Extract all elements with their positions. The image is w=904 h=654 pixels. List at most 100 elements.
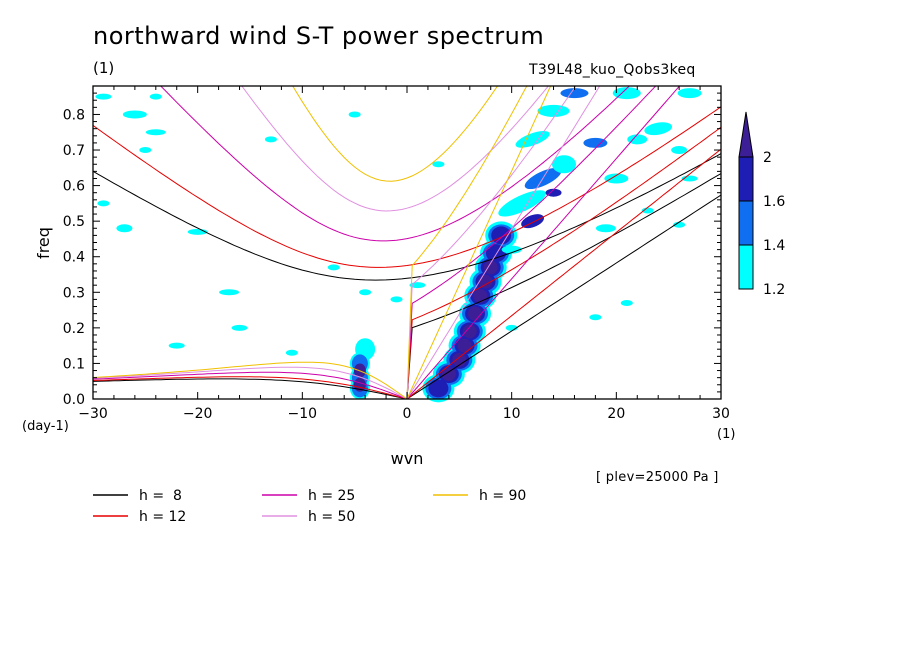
power-contour xyxy=(673,221,686,228)
colorbar-label: 1.6 xyxy=(763,194,785,210)
power-contour xyxy=(627,134,648,145)
colorbar-swatch xyxy=(738,244,754,290)
mrg-curve xyxy=(406,86,528,399)
power-contour xyxy=(441,367,456,382)
power-contour xyxy=(348,111,361,118)
kelvin-curve xyxy=(406,86,681,399)
power-contour xyxy=(139,147,152,154)
x-tick-label: 30 xyxy=(712,406,730,422)
kelvin-curve xyxy=(406,194,721,399)
y-tick-label: 0.1 xyxy=(63,356,85,372)
legend-label: h = 12 xyxy=(139,509,186,525)
power-contour xyxy=(491,226,512,245)
y-axis-label: freq xyxy=(34,227,53,259)
power-contour xyxy=(521,214,545,229)
rossby-curve xyxy=(93,361,408,399)
power-contour xyxy=(95,93,112,100)
colorbar-swatch xyxy=(738,156,754,202)
mrg-curve xyxy=(406,86,577,399)
legend: h = 8 h = 12 h = 25 h = 50 h = 90 xyxy=(93,488,526,525)
kelvin-curve xyxy=(406,148,721,399)
power-contour xyxy=(468,306,483,321)
experiment-label: T39L48_kuo_Qobs3keq xyxy=(529,62,696,78)
inertia-gravity-curve xyxy=(93,106,721,268)
power-contour xyxy=(97,200,110,207)
x-tick-label: 20 xyxy=(607,406,625,422)
power-contour xyxy=(537,104,570,117)
x-tick-label: −20 xyxy=(183,406,213,422)
x-tick-label: 10 xyxy=(503,406,521,422)
legend-label: h = 25 xyxy=(308,488,355,504)
power-contour xyxy=(620,299,633,306)
legend-label: h = 8 xyxy=(139,488,182,504)
power-contour xyxy=(116,224,133,233)
kelvin-curve xyxy=(406,86,601,399)
power-contour xyxy=(219,289,240,296)
rossby-curve xyxy=(93,378,408,399)
rossby-curve xyxy=(93,376,408,399)
power-contour xyxy=(485,244,506,263)
power-shading xyxy=(95,87,702,403)
y-tick-label: 0.6 xyxy=(63,179,85,195)
power-contour xyxy=(428,379,449,398)
dispersion-curves xyxy=(93,86,721,399)
colorbar-label: 1.4 xyxy=(763,238,785,254)
power-contour xyxy=(285,349,298,356)
power-contour xyxy=(644,122,673,136)
plot-frame xyxy=(92,85,722,400)
y-tick-label: 0.5 xyxy=(63,214,85,230)
power-contour xyxy=(583,137,608,148)
power-contour xyxy=(604,173,629,184)
pressure-level-annotation: [ plev=25000 Pa ] xyxy=(596,470,719,485)
power-contour xyxy=(677,88,702,99)
mrg-curve xyxy=(406,86,657,399)
power-contour xyxy=(589,314,602,321)
power-contour xyxy=(432,161,445,168)
y-tick-label: 0.7 xyxy=(63,143,85,159)
power-contour xyxy=(264,136,277,143)
power-contour xyxy=(327,264,340,271)
power-contour xyxy=(552,155,576,174)
power-contour xyxy=(501,245,522,254)
mrg-curve xyxy=(406,126,721,399)
power-contour xyxy=(641,207,654,214)
y-tick-label: 0.2 xyxy=(63,321,85,337)
power-contour xyxy=(145,129,166,136)
power-contour xyxy=(671,146,688,155)
power-contour xyxy=(483,260,498,275)
x-axis-units: (1) xyxy=(717,427,735,442)
y-axis-units: (day-1) xyxy=(22,419,69,434)
colorbar-swatch xyxy=(738,200,754,246)
x-axis-label: wvn xyxy=(391,449,424,468)
inertia-gravity-curve xyxy=(160,86,631,242)
colorbar-extend xyxy=(738,111,754,158)
colorbar-label: 1.2 xyxy=(763,282,785,298)
power-contour xyxy=(545,188,562,197)
power-contour xyxy=(560,88,589,99)
power-contour xyxy=(359,289,372,296)
rossby-curve xyxy=(93,366,408,399)
inertia-gravity-curve xyxy=(93,153,721,281)
inertia-gravity-curve xyxy=(241,86,549,212)
colorbar: 2 1.6 1.4 1.2 xyxy=(738,111,785,298)
power-contour xyxy=(390,296,403,303)
y-tick-label: 0.0 xyxy=(63,392,85,408)
power-contour xyxy=(122,110,147,119)
power-contour xyxy=(473,288,488,303)
power-contour xyxy=(498,190,546,217)
subtitle-units: (1) xyxy=(93,59,115,77)
rossby-curve xyxy=(93,371,408,399)
y-tick-label: 0.8 xyxy=(63,107,85,123)
y-tick-label: 0.3 xyxy=(63,285,85,301)
y-axis-ticks: 0.0 0.1 0.2 0.3 0.4 0.5 0.6 0.7 0.8 xyxy=(63,92,721,408)
power-contour xyxy=(462,324,477,339)
x-tick-label: −10 xyxy=(288,406,318,422)
kelvin-curve xyxy=(406,86,552,399)
power-contour xyxy=(168,342,185,349)
x-axis-ticks: −30 −20 −10 0 10 20 30 xyxy=(78,86,730,422)
legend-label: h = 90 xyxy=(479,488,526,504)
x-tick-label: −30 xyxy=(78,406,108,422)
inertia-gravity-curve xyxy=(292,86,499,182)
power-contour xyxy=(149,93,162,100)
